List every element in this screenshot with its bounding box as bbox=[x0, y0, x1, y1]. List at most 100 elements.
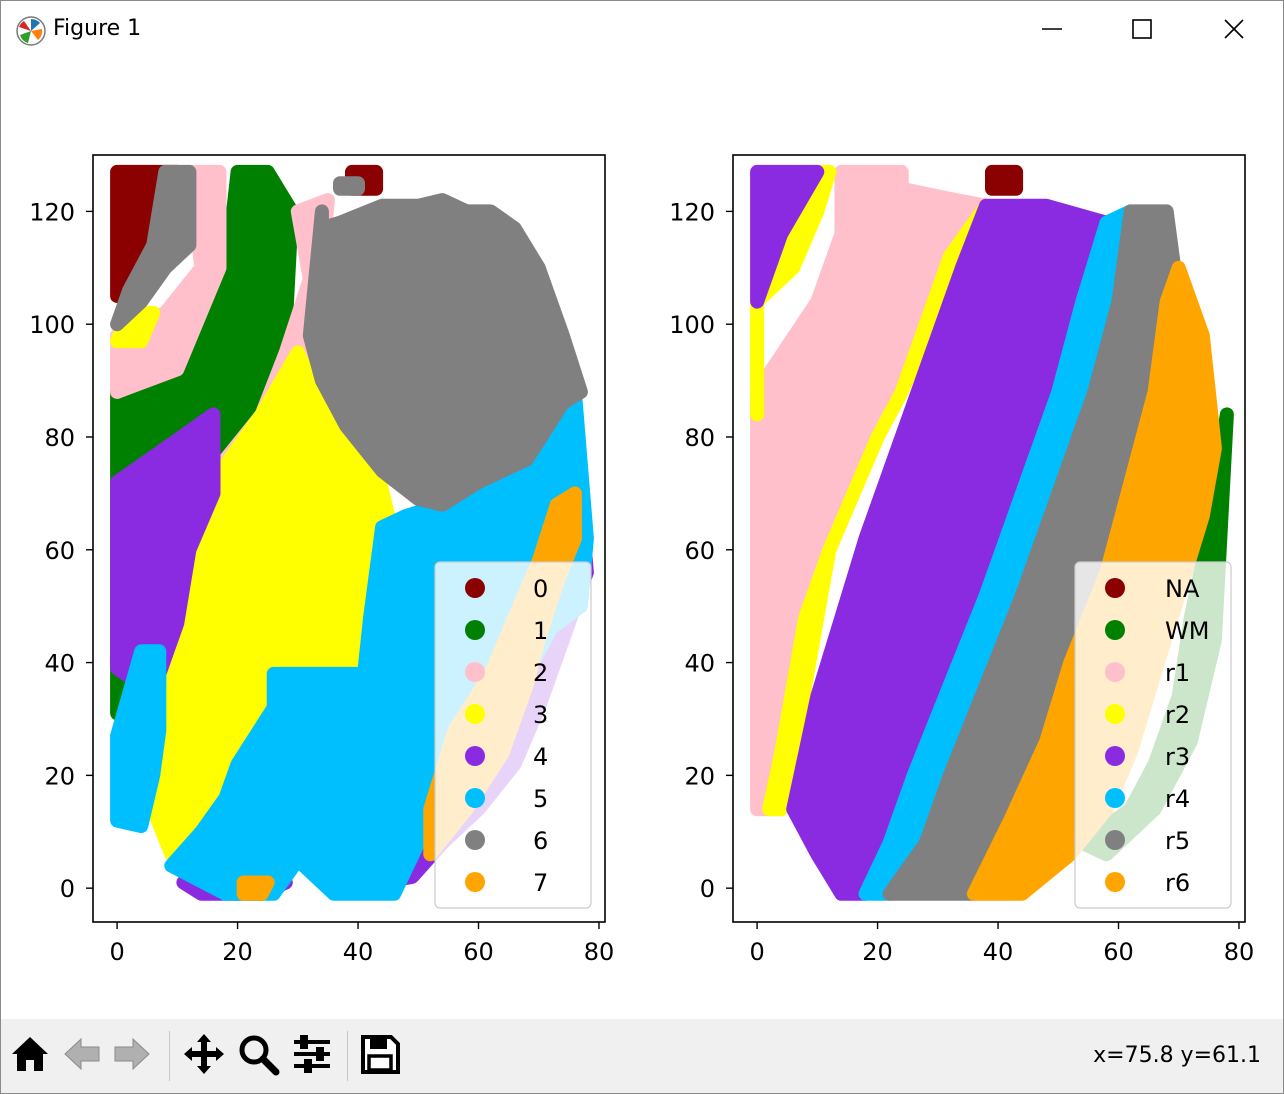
close-button[interactable] bbox=[1189, 1, 1279, 61]
legend-label: 1 bbox=[533, 617, 548, 645]
magnifier-icon bbox=[236, 1032, 280, 1080]
legend-marker bbox=[465, 620, 485, 640]
legend-label: 0 bbox=[533, 575, 548, 603]
legend-marker bbox=[1105, 578, 1125, 598]
maximize-button[interactable] bbox=[1097, 1, 1187, 61]
legend-label: NA bbox=[1165, 575, 1200, 603]
x-tick-label: 0 bbox=[749, 938, 764, 966]
arrow-right-icon bbox=[111, 1033, 153, 1079]
scatter-points-5 bbox=[110, 644, 167, 834]
minimize-button[interactable] bbox=[1007, 1, 1097, 61]
matplotlib-icon bbox=[15, 15, 47, 47]
x-tick-label: 60 bbox=[463, 938, 494, 966]
y-tick-label: 0 bbox=[700, 875, 715, 903]
x-tick-label: 40 bbox=[343, 938, 374, 966]
legend-marker bbox=[465, 704, 485, 724]
back-button[interactable] bbox=[59, 1033, 105, 1079]
legend-marker bbox=[465, 578, 485, 598]
legend-label: 2 bbox=[533, 659, 548, 687]
scatter-points-6 bbox=[110, 164, 197, 332]
legend-label: r2 bbox=[1165, 701, 1190, 729]
y-tick-label: 60 bbox=[44, 537, 75, 565]
scatter-points-6 bbox=[302, 193, 588, 512]
legend-box bbox=[434, 561, 592, 909]
legend-label: 4 bbox=[533, 743, 548, 771]
y-tick-label: 0 bbox=[60, 875, 75, 903]
window-title: Figure 1 bbox=[53, 16, 142, 41]
x-tick-label: 60 bbox=[1103, 938, 1134, 966]
legend-label: 5 bbox=[533, 785, 548, 813]
x-tick-label: 0 bbox=[109, 938, 124, 966]
figure-canvas[interactable]: 0 20 40 60 80 0 20 40 60 80 100 120 0 1 2 3 4 5 6 7 0 20 40 60 8… bbox=[1, 61, 1283, 1019]
y-tick-label: 100 bbox=[669, 311, 715, 339]
series-NA bbox=[985, 164, 1024, 196]
legend-marker bbox=[465, 662, 485, 682]
floppy-disk-icon bbox=[358, 1032, 402, 1080]
sliders-icon bbox=[290, 1032, 334, 1080]
scatter-points-NA bbox=[985, 164, 1024, 196]
axes-1: 0 20 40 60 80 0 20 40 60 80 100 120 0 1 2 3 4 5 6 7 bbox=[29, 154, 615, 966]
y-tick-label: 20 bbox=[684, 762, 715, 790]
y-tick-label: 60 bbox=[684, 537, 715, 565]
y-tick-label: 40 bbox=[44, 650, 75, 678]
legend: 0 1 2 3 4 5 6 7 bbox=[434, 561, 592, 909]
legend-label: r6 bbox=[1165, 869, 1190, 897]
zoom-button[interactable] bbox=[235, 1033, 281, 1079]
arrow-left-icon bbox=[61, 1033, 103, 1079]
legend-label: 6 bbox=[533, 827, 548, 855]
legend-marker bbox=[1105, 662, 1125, 682]
x-tick-label: 40 bbox=[983, 938, 1014, 966]
legend-label: 3 bbox=[533, 701, 548, 729]
configure-subplots-button[interactable] bbox=[289, 1033, 335, 1079]
legend-label: r5 bbox=[1165, 827, 1190, 855]
pan-button[interactable] bbox=[181, 1033, 227, 1079]
coordinate-readout: x=75.8 y=61.1 bbox=[1093, 1043, 1261, 1068]
legend-marker bbox=[1105, 746, 1125, 766]
maximize-icon bbox=[1131, 18, 1153, 44]
y-tick-label: 40 bbox=[684, 650, 715, 678]
legend-marker bbox=[1105, 704, 1125, 724]
navigation-toolbar: x=75.8 y=61.1 bbox=[1, 1019, 1283, 1093]
minimize-icon bbox=[1041, 18, 1063, 44]
home-button[interactable] bbox=[7, 1033, 53, 1079]
scatter-points-7 bbox=[236, 875, 275, 901]
scatter-points-6 bbox=[333, 176, 365, 196]
move-icon bbox=[182, 1032, 226, 1080]
legend-box bbox=[1074, 561, 1232, 909]
save-button[interactable] bbox=[357, 1033, 403, 1079]
legend-label: r1 bbox=[1165, 659, 1190, 687]
y-tick-label: 120 bbox=[29, 198, 75, 226]
scatter-area bbox=[750, 164, 1234, 901]
x-tick-label: 20 bbox=[222, 938, 253, 966]
y-tick-label: 80 bbox=[44, 424, 75, 452]
y-tick-label: 80 bbox=[684, 424, 715, 452]
legend-marker bbox=[1105, 620, 1125, 640]
scatter-points-r3 bbox=[750, 164, 825, 309]
legend-marker bbox=[1105, 830, 1125, 850]
axes-frame bbox=[92, 154, 606, 923]
series-6 bbox=[110, 164, 588, 512]
legend-label: WM bbox=[1165, 617, 1209, 645]
y-tick-label: 20 bbox=[44, 762, 75, 790]
y-tick-label: 100 bbox=[29, 311, 75, 339]
axes-2: 0 20 40 60 80 0 20 40 60 80 100 120 NA WM r1 r2 r3 r4 r5 r6 bbox=[669, 154, 1255, 966]
x-tick-label: 20 bbox=[862, 938, 893, 966]
close-icon bbox=[1223, 18, 1245, 44]
x-tick-label: 80 bbox=[584, 938, 615, 966]
home-icon bbox=[9, 1033, 51, 1079]
legend-marker bbox=[465, 872, 485, 892]
x-tick-label: 80 bbox=[1224, 938, 1255, 966]
legend-marker bbox=[465, 830, 485, 850]
legend-marker bbox=[1105, 872, 1125, 892]
forward-button[interactable] bbox=[109, 1033, 155, 1079]
legend: NA WM r1 r2 r3 r4 r5 r6 bbox=[1074, 561, 1232, 909]
legend-label: r3 bbox=[1165, 743, 1190, 771]
legend-marker bbox=[465, 788, 485, 808]
title-bar[interactable]: Figure 1 bbox=[1, 1, 1283, 61]
legend-label: r4 bbox=[1165, 785, 1190, 813]
toolbar-separator bbox=[169, 1031, 170, 1081]
figure-svg[interactable]: 0 20 40 60 80 0 20 40 60 80 100 120 0 1 2 3 4 5 6 7 0 20 40 60 8… bbox=[1, 61, 1283, 1019]
legend-marker bbox=[1105, 788, 1125, 808]
axes-frame bbox=[732, 154, 1246, 923]
